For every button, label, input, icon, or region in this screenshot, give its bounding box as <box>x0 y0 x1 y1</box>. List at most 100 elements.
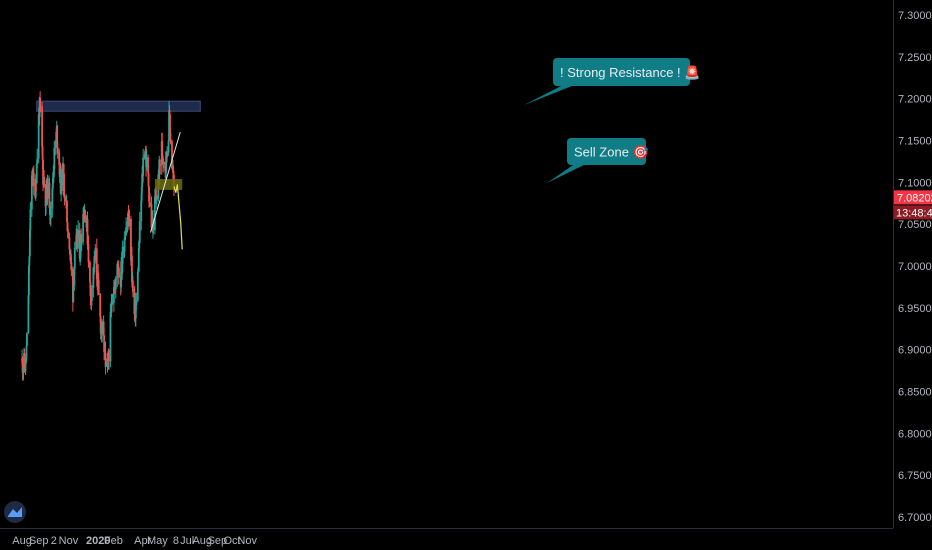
candle-body <box>51 188 54 209</box>
candle-body <box>37 114 40 159</box>
candle-body <box>38 97 41 118</box>
candle-body <box>48 182 51 208</box>
candle-body <box>168 110 170 141</box>
projection-path[interactable] <box>173 184 183 250</box>
candle-body <box>130 218 132 261</box>
candle-body <box>28 255 31 266</box>
candle-body <box>161 155 164 159</box>
candle-body <box>28 265 30 296</box>
candle-body <box>39 105 42 107</box>
candle-body <box>112 286 115 303</box>
candle-body <box>132 280 134 289</box>
y-tick-label: 6.95000 <box>898 303 932 315</box>
candle-body <box>56 125 59 148</box>
candle-body <box>30 175 33 210</box>
y-tick-label: 6.80000 <box>898 428 932 440</box>
y-tick-label: 7.15000 <box>898 136 932 148</box>
candle-body <box>111 302 114 304</box>
candle-body <box>140 200 143 222</box>
candle-body <box>93 256 96 272</box>
price-axis[interactable]: 7.30000 7.25000 7.20000 7.15000 7.10000 7.050… <box>898 10 932 524</box>
y-tick-label: 6.75000 <box>898 470 932 482</box>
candle-body <box>21 358 24 373</box>
trendline[interactable] <box>150 131 181 233</box>
callout-pointer <box>524 84 577 105</box>
candle-body <box>167 140 170 153</box>
candle-body <box>87 243 90 263</box>
callout-box <box>553 58 690 86</box>
candle-body <box>78 230 81 259</box>
candle-body <box>138 221 141 243</box>
candle-body <box>166 152 168 158</box>
callout-text: Sell Zone 🎯 <box>574 145 649 160</box>
candle-body <box>25 345 28 360</box>
candle-body <box>24 359 27 372</box>
strong-resistance-callout[interactable]: ! Strong Resistance ! 🚨 <box>524 58 700 105</box>
y-tick-label: 6.70000 <box>898 512 932 524</box>
candle-body <box>131 255 133 283</box>
callouts[interactable]: ! Strong Resistance ! 🚨 Sell Zone 🎯 <box>524 58 700 183</box>
candle-body <box>164 161 167 172</box>
candle-body <box>153 196 156 231</box>
candle-body <box>49 207 51 215</box>
candle-body <box>77 230 80 240</box>
candle-body <box>29 209 32 230</box>
candle-body <box>84 209 86 220</box>
sell-zone-callout[interactable]: Sell Zone 🎯 <box>547 138 649 183</box>
candle-body <box>56 147 59 152</box>
candle-body <box>54 140 57 148</box>
candle-body <box>27 295 30 333</box>
candle-body <box>142 157 145 176</box>
candle-body <box>35 163 38 184</box>
x-tick-label: May <box>147 535 168 547</box>
candle-body <box>169 114 171 134</box>
candle-body <box>72 285 75 302</box>
y-tick-label: 6.90000 <box>898 345 932 357</box>
candle-body <box>118 274 121 277</box>
countdown-value: 13:48:45 <box>896 207 932 219</box>
candle-body <box>158 159 161 185</box>
candle-body <box>73 247 76 269</box>
candle-body <box>140 186 143 201</box>
candle-body <box>58 151 61 165</box>
candle-body <box>49 208 52 219</box>
y-tick-label: 7.30000 <box>898 10 932 22</box>
candle-body <box>141 173 144 187</box>
candlestick-series <box>21 91 175 381</box>
y-tick-label: 7.10000 <box>898 177 932 189</box>
x-tick-label: 8 <box>173 535 179 547</box>
candle-body <box>95 248 98 279</box>
resistance-zone-rect[interactable] <box>36 100 201 112</box>
candle-body <box>43 177 45 186</box>
resistance-zone[interactable] <box>36 100 201 112</box>
candle-body <box>128 218 131 226</box>
tradingview-logo[interactable] <box>4 501 26 523</box>
candle-body <box>80 241 83 243</box>
candle-body <box>136 271 139 301</box>
candle-body <box>99 294 102 317</box>
candle-body <box>32 172 35 187</box>
candle-body <box>97 280 100 295</box>
candle-body <box>41 146 44 160</box>
x-tick-label: Oct <box>223 535 240 547</box>
x-tick-label: Nov <box>237 535 257 547</box>
x-tick-label: Aug <box>192 535 212 547</box>
y-tick-label: 7.25000 <box>898 52 932 64</box>
y-tick-label: 7.20000 <box>898 94 932 106</box>
x-tick-label: Nov <box>59 535 79 547</box>
logo-icon <box>8 507 22 517</box>
candle-body <box>169 133 172 142</box>
candle-body <box>104 352 107 367</box>
candle-body <box>149 202 151 205</box>
drawings[interactable] <box>150 131 183 250</box>
candle-body <box>137 248 140 272</box>
candle-body <box>162 161 165 164</box>
sell-zone-rect[interactable] <box>154 178 183 190</box>
candle-body <box>42 159 44 185</box>
callout-text: ! Strong Resistance ! 🚨 <box>560 65 700 80</box>
candle-body <box>89 262 91 283</box>
countdown-tag <box>894 205 932 220</box>
